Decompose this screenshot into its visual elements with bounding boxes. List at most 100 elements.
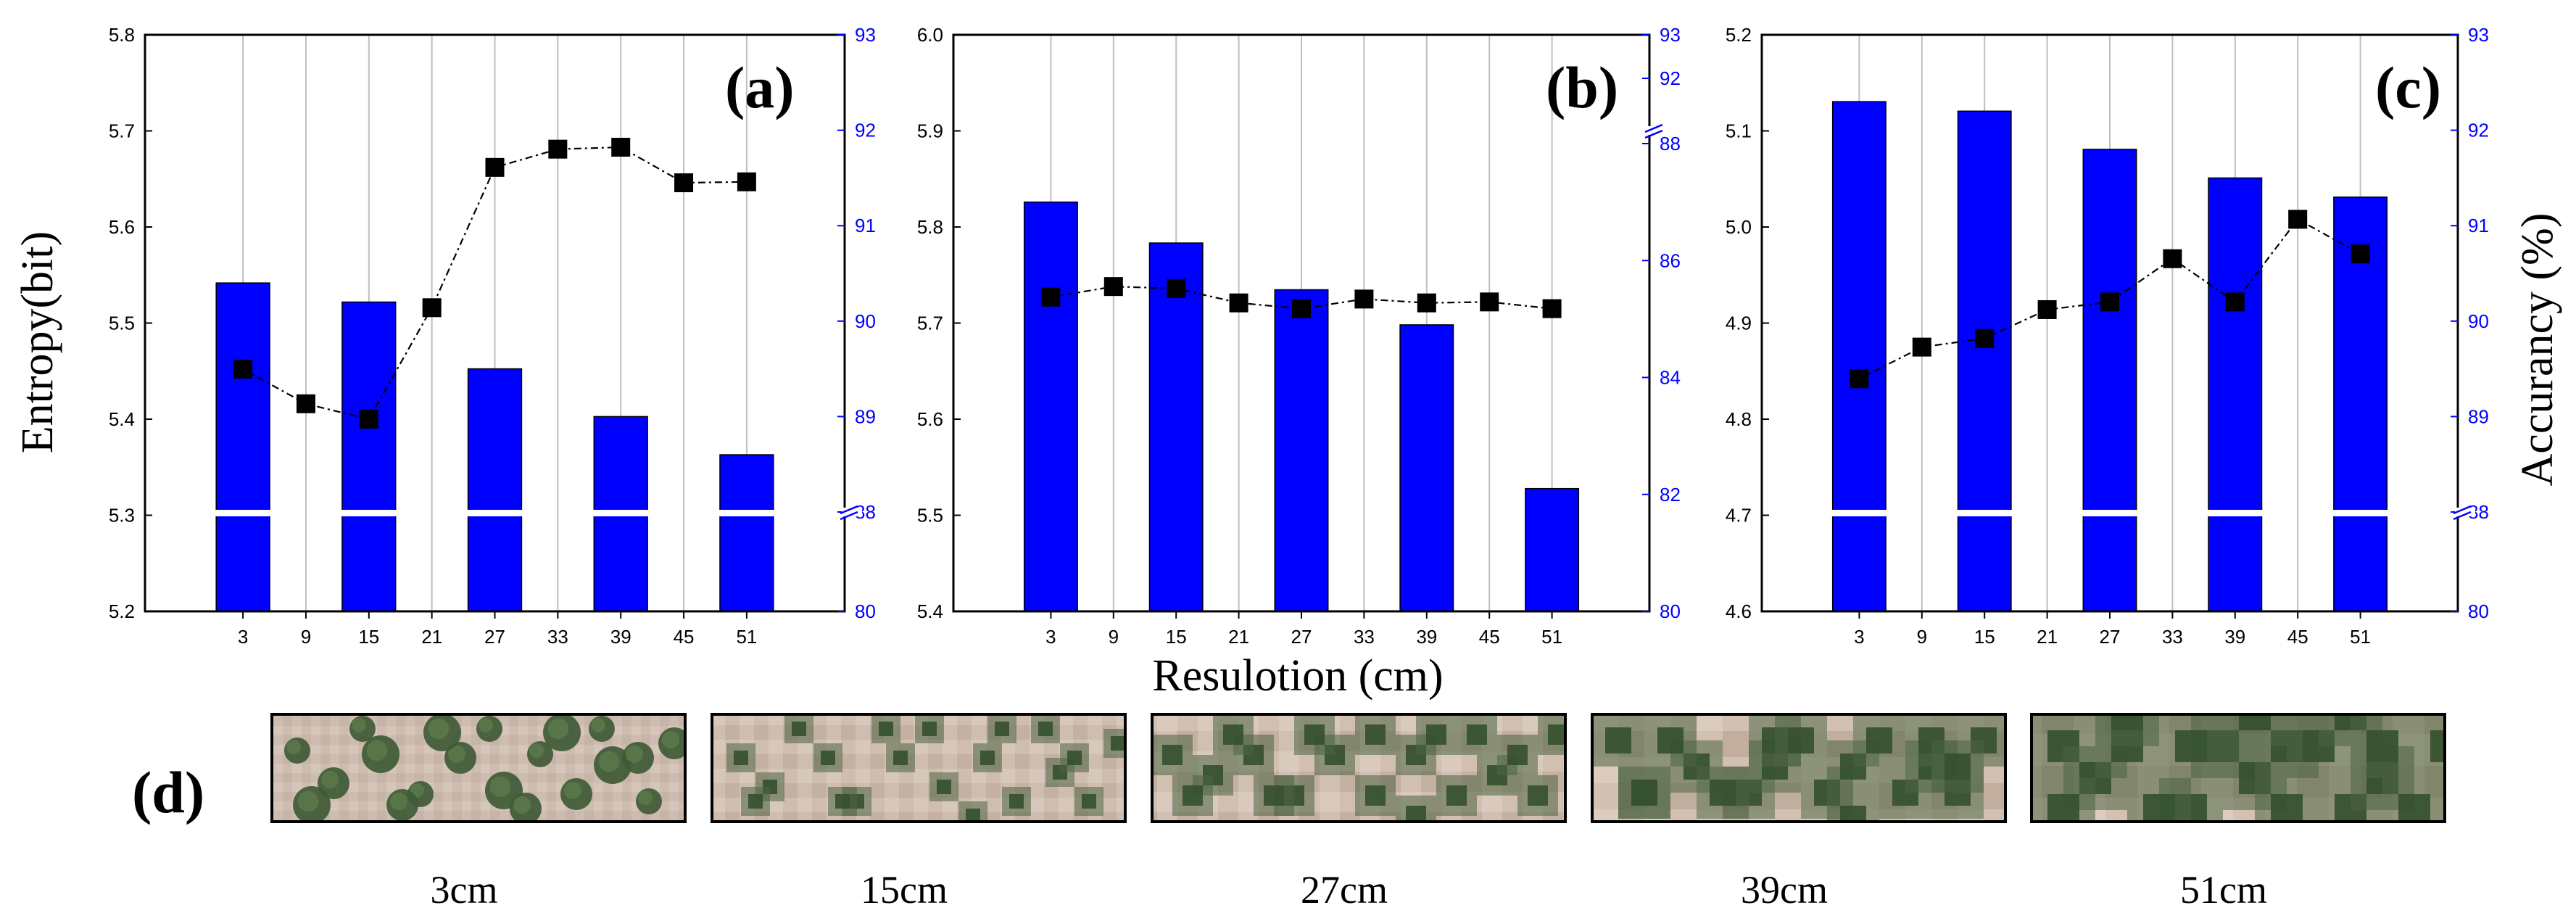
y-axis-label-right: Accurancy (%) — [2513, 213, 2562, 487]
entropy-point-15 — [1167, 278, 1186, 298]
entropy-point-39 — [1417, 293, 1436, 313]
left-tick-label: 5.2 — [109, 600, 135, 622]
x-tick-label: 21 — [2037, 626, 2058, 648]
left-tick-label: 4.9 — [1726, 313, 1752, 334]
right-tick-label: 92 — [855, 120, 876, 141]
right-tick-label: 80 — [855, 600, 876, 622]
left-tick-label: 5.4 — [917, 600, 943, 622]
bar-51 — [719, 454, 774, 612]
left-tick-labels: 4.6 4.7 4.8 4.9 5.0 5.1 5.2 — [1726, 24, 1769, 622]
left-tick-label: 5.7 — [917, 313, 943, 334]
right-tick-label: 93 — [855, 24, 876, 46]
right-tick-label: 88 — [1660, 133, 1681, 154]
left-tick-label: 5.0 — [1726, 216, 1752, 238]
entropy-point-51 — [737, 172, 756, 191]
x-tick-label: 27 — [484, 626, 505, 648]
left-tick-label: 4.8 — [1726, 408, 1752, 430]
left-tick-label: 5.7 — [109, 120, 135, 142]
bar-3 — [1831, 101, 1887, 612]
bar-27 — [467, 368, 523, 612]
entropy-point-33 — [548, 139, 568, 159]
right-tick-label: 93 — [1660, 24, 1681, 46]
bar-15 — [341, 301, 397, 612]
x-tick-label: 15 — [358, 626, 379, 648]
left-tick-label: 5.8 — [917, 216, 943, 238]
left-tick-label: 4.7 — [1726, 505, 1752, 526]
entropy-point-15 — [359, 410, 378, 429]
entropy-point-15 — [1975, 329, 1995, 348]
thumbnail-caption: 39cm — [1741, 868, 1828, 912]
x-axis-label: Resulotion (cm) — [1152, 651, 1443, 701]
axis-break-gap — [718, 510, 775, 516]
x-tick-label: 3 — [1854, 626, 1864, 648]
y-axis-label-left: Entropy(bit) — [13, 231, 62, 454]
x-tick-labels: 3 9 15 21 27 33 39 45 51 — [1854, 611, 2371, 648]
panel-c: 3 9 15 21 27 33 39 45 51 4.64.74.84.95.05.15.2 8… — [1726, 24, 2562, 648]
axis-break-mark — [2453, 505, 2475, 521]
entropy-line-series — [1850, 210, 2370, 389]
x-tick-label: 51 — [2350, 626, 2371, 648]
right-tick-label: 92 — [1660, 67, 1681, 89]
entropy-point-21 — [2037, 300, 2057, 319]
thumbnail-image — [711, 713, 1127, 823]
entropy-point-21 — [1229, 293, 1248, 313]
bar-series — [215, 282, 775, 612]
panel-b: 3 9 15 21 27 33 39 45 51 5.45.55.65.75.85.96.0 8… — [917, 24, 1681, 648]
left-tick-label: 4.6 — [1726, 600, 1752, 622]
right-tick-label: 89 — [855, 405, 876, 427]
x-tick-label: 9 — [301, 626, 311, 648]
bar-51 — [1525, 487, 1580, 612]
bar-39 — [2208, 177, 2263, 612]
thumbnail-caption: 15cm — [861, 868, 948, 912]
thumbnail-image — [2030, 713, 2446, 823]
thumbnail-images — [270, 713, 2446, 823]
thumbnail-strip: (d) 3cm 15cm 27cm 39cm 51cm — [132, 713, 2446, 912]
panel-label: (c) — [2375, 54, 2441, 120]
left-tick-label: 6.0 — [917, 24, 943, 46]
right-tick-label: 92 — [2468, 120, 2489, 141]
thumbnail-caption: 27cm — [1301, 868, 1388, 912]
axis-break-gap — [340, 510, 397, 516]
entropy-line — [1858, 218, 2361, 380]
entropy-point-27 — [485, 157, 505, 177]
axis-break-gap — [466, 510, 523, 516]
bar-27 — [1274, 289, 1329, 612]
x-tick-label: 3 — [238, 626, 248, 648]
x-tick-label: 9 — [1917, 626, 1927, 648]
grid-lines — [242, 35, 747, 611]
axis-break-gap — [1831, 510, 1888, 516]
right-tick-label: 90 — [2468, 310, 2489, 332]
x-tick-label: 21 — [421, 626, 442, 648]
entropy-point-45 — [674, 173, 694, 193]
panel-label: (a) — [725, 54, 795, 120]
right-tick-label: 86 — [1660, 249, 1681, 271]
bar-series — [1023, 201, 1580, 612]
thumbnail-caption: 3cm — [431, 868, 498, 912]
right-tick-label: 91 — [855, 215, 876, 236]
x-tick-label: 33 — [1354, 626, 1375, 648]
thumbnail-caption: 51cm — [2180, 868, 2267, 912]
right-tick-label: 89 — [2468, 405, 2489, 427]
x-tick-label: 39 — [1416, 626, 1437, 648]
right-tick-label: 84 — [1660, 367, 1681, 389]
left-tick-label: 5.5 — [109, 313, 135, 334]
x-tick-labels: 3 9 15 21 27 33 39 45 51 — [238, 611, 757, 648]
x-tick-label: 45 — [2287, 626, 2308, 648]
panel-a: 3 9 15 21 27 33 39 45 51 5.25.35.45.55.65.75.8 8… — [13, 24, 876, 648]
bar-39 — [1399, 324, 1454, 612]
entropy-point-27 — [1292, 299, 1311, 318]
left-tick-label: 5.1 — [1726, 120, 1752, 142]
thumbnail-image — [270, 713, 687, 823]
x-tick-label: 51 — [1541, 626, 1562, 648]
entropy-point-9 — [1912, 337, 1931, 357]
entropy-point-51 — [1542, 299, 1562, 318]
x-tick-label: 3 — [1045, 626, 1056, 648]
right-tick-label: 80 — [1660, 600, 1681, 622]
x-tick-label: 33 — [2162, 626, 2183, 648]
bar-15 — [1148, 242, 1204, 612]
left-tick-labels: 5.2 5.3 5.4 5.5 5.6 5.7 5.8 — [109, 24, 152, 622]
right-tick-label: 90 — [855, 310, 876, 332]
entropy-point-21 — [422, 298, 442, 318]
